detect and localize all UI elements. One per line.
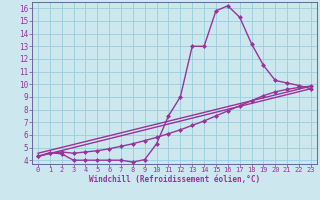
X-axis label: Windchill (Refroidissement éolien,°C): Windchill (Refroidissement éolien,°C) (89, 175, 260, 184)
